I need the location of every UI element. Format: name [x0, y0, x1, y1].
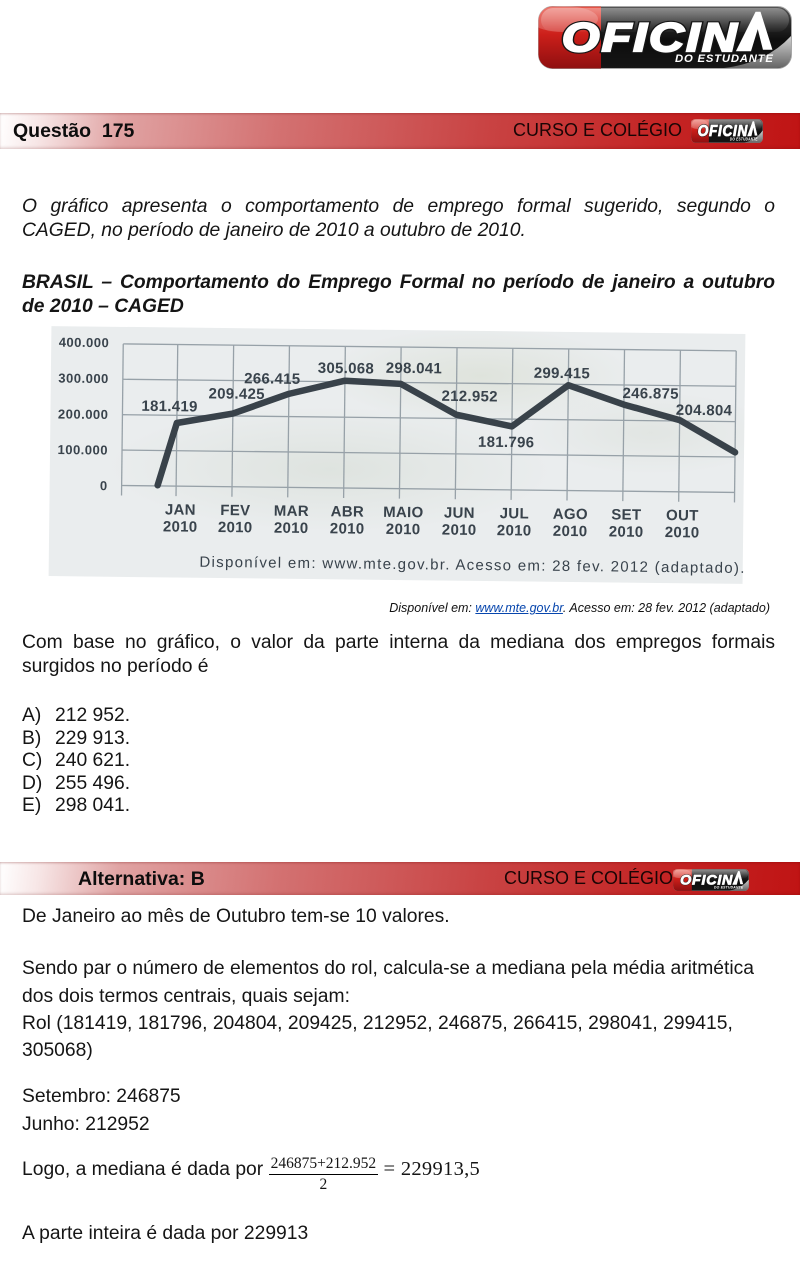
svg-text:2010: 2010	[163, 518, 198, 535]
svg-text:Disponível em: www.mte.gov.br.: Disponível em: www.mte.gov.br. Acesso em…	[199, 554, 745, 577]
svg-text:2010: 2010	[274, 520, 309, 537]
svg-text:246.875: 246.875	[622, 385, 679, 403]
svg-text:2010: 2010	[609, 523, 644, 540]
svg-text:JUN: JUN	[444, 505, 475, 522]
svg-text:JAN: JAN	[165, 501, 196, 518]
svg-text:2010: 2010	[665, 524, 700, 541]
svg-text:181.419: 181.419	[141, 398, 198, 416]
svg-text:200.000: 200.000	[58, 406, 109, 422]
svg-text:ABR: ABR	[331, 503, 365, 520]
svg-text:2010: 2010	[218, 519, 253, 536]
svg-text:2010: 2010	[330, 520, 365, 537]
svg-text:266.415: 266.415	[244, 370, 301, 388]
svg-text:OUT: OUT	[666, 507, 699, 524]
svg-text:299.415: 299.415	[534, 365, 591, 383]
svg-text:MAR: MAR	[274, 503, 309, 520]
svg-text:212.952: 212.952	[441, 388, 498, 406]
svg-text:FEV: FEV	[220, 502, 250, 519]
svg-text:2010: 2010	[553, 523, 588, 540]
svg-text:298.041: 298.041	[386, 360, 443, 378]
svg-text:100.000: 100.000	[57, 442, 108, 458]
svg-text:2010: 2010	[442, 522, 477, 539]
svg-text:MAIO: MAIO	[383, 504, 424, 521]
svg-text:2010: 2010	[386, 521, 421, 538]
svg-text:JUL: JUL	[500, 505, 529, 522]
svg-text:OFICIN: OFICIN	[562, 16, 739, 60]
svg-text:SET: SET	[611, 506, 641, 523]
svg-text:2010: 2010	[497, 522, 532, 539]
svg-text:305.068: 305.068	[318, 360, 375, 378]
svg-text:400.000: 400.000	[59, 335, 110, 351]
svg-text:204.804: 204.804	[676, 402, 733, 420]
svg-text:209.425: 209.425	[208, 385, 265, 403]
svg-text:300.000: 300.000	[58, 371, 109, 387]
svg-text:181.796: 181.796	[478, 434, 535, 452]
svg-text:0: 0	[100, 478, 108, 493]
svg-text:AGO: AGO	[553, 506, 588, 523]
svg-text:DO ESTUDANTE: DO ESTUDANTE	[675, 53, 774, 65]
svg-text:OFICIN: OFICIN	[562, 16, 739, 60]
